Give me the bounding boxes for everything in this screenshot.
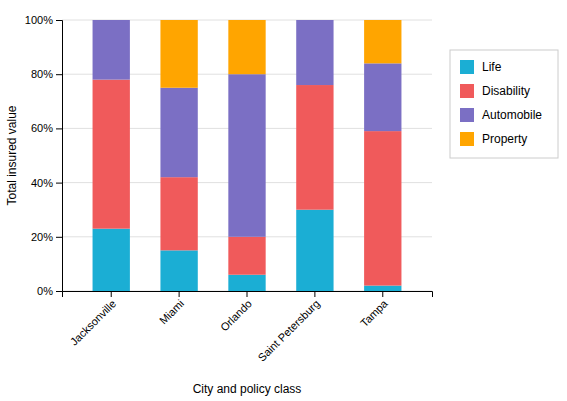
- tick-label: Tampa: [358, 297, 390, 329]
- chart-container: 0% 20% 40% 60% 80% 100% Jacksonville Miami Orlan…: [0, 0, 567, 401]
- bar-segment: [296, 210, 333, 291]
- tick-label: 80%: [31, 68, 53, 80]
- bar-segment: [296, 20, 333, 85]
- bar-segment: [160, 177, 197, 250]
- legend-item: Automobile: [460, 108, 542, 122]
- legend-item: Life: [460, 60, 502, 74]
- legend-label: Property: [482, 132, 527, 146]
- bar-segment: [364, 20, 401, 63]
- y-tick: 60%: [31, 122, 62, 134]
- tick-mark: [56, 20, 62, 21]
- legend-swatch: [460, 84, 474, 98]
- tick-mark: [56, 128, 62, 129]
- y-axis: 0% 20% 40% 60% 80% 100%: [25, 14, 63, 297]
- legend-swatch: [460, 108, 474, 122]
- bar-series: [93, 20, 402, 237]
- y-tick: 40%: [31, 177, 62, 189]
- tick-label: 0%: [37, 285, 53, 297]
- tick-mark: [56, 291, 62, 292]
- legend-label: Life: [482, 60, 502, 74]
- y-tick: 100%: [25, 14, 62, 26]
- x-axis: Jacksonville Miami OrlandoSaint Petersburg…: [63, 291, 433, 364]
- tick-mark: [247, 291, 248, 297]
- bar-series: [160, 20, 401, 88]
- bar-segment: [364, 63, 401, 131]
- tick-mark: [56, 183, 62, 184]
- bar-segment: [296, 85, 333, 210]
- tick-label: 100%: [25, 14, 53, 26]
- bar-segment: [228, 74, 265, 237]
- tick-label: 20%: [31, 231, 53, 243]
- tick-mark: [56, 74, 62, 75]
- axis-domain: [56, 21, 63, 292]
- bar-segment: [228, 237, 265, 275]
- bar-segment: [93, 229, 130, 291]
- tick-label: 60%: [31, 122, 53, 134]
- tick-mark: [56, 237, 62, 238]
- tick-mark: [314, 291, 315, 297]
- bar-segment: [160, 250, 197, 291]
- tick-label: Orlando: [218, 297, 254, 333]
- tick-mark: [111, 291, 112, 297]
- x-tick: Miami: [157, 291, 186, 327]
- bars: [93, 20, 402, 291]
- bar-segment: [364, 131, 401, 285]
- x-tick: Saint Petersburg: [255, 291, 321, 364]
- tick-mark: [179, 291, 180, 297]
- grid: [62, 20, 432, 291]
- legend: Life Disability Automobile Property: [450, 50, 558, 158]
- axis-domain: [63, 292, 433, 298]
- legend-swatch: [460, 132, 474, 146]
- bar-segment: [364, 286, 401, 291]
- plot: 0% 20% 40% 60% 80% 100% Jacksonville Miami Orlan…: [25, 14, 433, 364]
- legend-frame: [450, 50, 558, 158]
- legend-swatch: [460, 60, 474, 74]
- bar-segment: [228, 275, 265, 291]
- legend-label: Automobile: [482, 108, 542, 122]
- x-tick: Orlando: [218, 291, 254, 333]
- legend-item: Property: [460, 132, 527, 146]
- y-axis-title: Total insured value: [5, 105, 19, 205]
- x-axis-title: City and policy class: [193, 382, 302, 396]
- tick-label: 40%: [31, 177, 53, 189]
- bar-segment: [93, 80, 130, 229]
- tick-label: Saint Petersburg: [255, 297, 321, 363]
- bar-segment: [93, 20, 130, 21]
- legend-label: Disability: [482, 84, 530, 98]
- x-tick: Jacksonville: [68, 291, 118, 348]
- bar-segment: [228, 20, 265, 74]
- tick-label: Miami: [157, 297, 186, 326]
- y-tick: 20%: [31, 231, 62, 243]
- bar-segment: [296, 20, 333, 21]
- x-tick: Tampa: [358, 291, 390, 329]
- tick-mark: [382, 291, 383, 297]
- bar-segment: [93, 20, 130, 80]
- bar-segment: [160, 20, 197, 88]
- tick-label: Jacksonville: [68, 297, 118, 347]
- bar-segment: [160, 88, 197, 177]
- chart-svg: 0% 20% 40% 60% 80% 100% Jacksonville Miami Orlan…: [0, 0, 567, 401]
- legend-item: Disability: [460, 84, 530, 98]
- y-tick: 80%: [31, 68, 62, 80]
- y-tick: 0%: [37, 285, 62, 297]
